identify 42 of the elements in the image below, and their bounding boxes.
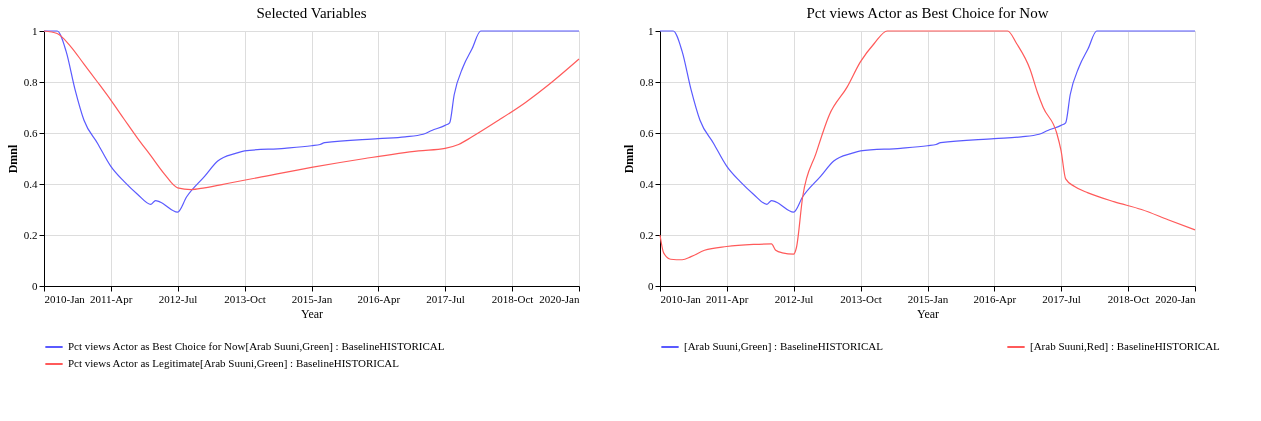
x-tick-label: 2020-Jan — [539, 292, 580, 305]
y-tick-label: 0.6 — [639, 126, 654, 139]
x-axis-title: Year — [916, 306, 940, 321]
x-tick-label: 2018-Oct — [491, 292, 534, 305]
y-tick-label: 0.8 — [639, 75, 654, 88]
legend-label: [Arab Suuni,Green] : BaselineHISTORICAL — [684, 340, 884, 352]
y-tick-label: 1 — [32, 24, 38, 37]
x-tick-label: 2015-Jan — [291, 292, 333, 305]
x-tick-label: 2015-Jan — [907, 292, 949, 305]
y-axis-title: Dmnl — [5, 144, 20, 174]
x-tick-label: 2016-Apr — [357, 292, 401, 305]
x-tick-label: 2011-Apr — [705, 292, 749, 305]
x-axis-title: Year — [300, 306, 324, 321]
x-tick-label: 2016-Apr — [973, 292, 1017, 305]
x-tick-label: 2012-Jul — [158, 292, 198, 305]
y-tick-label: 0.8 — [23, 75, 38, 88]
y-tick-label: 0 — [32, 279, 38, 292]
legend-label: [Arab Suuni,Red] : BaselineHISTORICAL — [1030, 340, 1221, 352]
legend-label: Pct views Actor as Best Choice for Now[Arab Suuni,Green] : BaselineHISTORICAL — [68, 340, 445, 352]
chart-title: Selected Variables — [256, 5, 367, 21]
line-series — [659, 30, 1196, 261]
x-tick-label: 2020-Jan — [1155, 292, 1196, 305]
x-tick-label: 2018-Oct — [1107, 292, 1150, 305]
y-axis-title: Dmnl — [621, 144, 636, 174]
x-tick-label: 2011-Apr — [89, 292, 133, 305]
x-tick-label: 2013-Oct — [840, 292, 882, 305]
y-tick-label: 0.2 — [639, 228, 654, 241]
legend-label: Pct views Actor as Legitimate[Arab Suuni,Green] : BaselineHISTORICAL — [68, 357, 400, 369]
y-tick-label: 0.6 — [23, 126, 38, 139]
x-tick-label: 2012-Jul — [774, 292, 814, 305]
x-tick-label: 2017-Jul — [426, 292, 465, 305]
y-tick-label: 0.4 — [23, 177, 38, 190]
y-tick-label: 0 — [648, 279, 654, 292]
chart-title: Pct views Actor as Best Choice for Now — [806, 5, 1049, 21]
x-tick-label: 2017-Jul — [1042, 292, 1081, 305]
x-tick-label: 2013-Oct — [224, 292, 266, 305]
y-tick-label: 1 — [648, 24, 654, 37]
x-tick-label: 2010-Jan — [44, 292, 86, 305]
line-series — [659, 30, 1196, 213]
y-tick-label: 0.2 — [23, 228, 38, 241]
y-tick-label: 0.4 — [639, 177, 654, 190]
x-tick-label: 2010-Jan — [660, 292, 702, 305]
